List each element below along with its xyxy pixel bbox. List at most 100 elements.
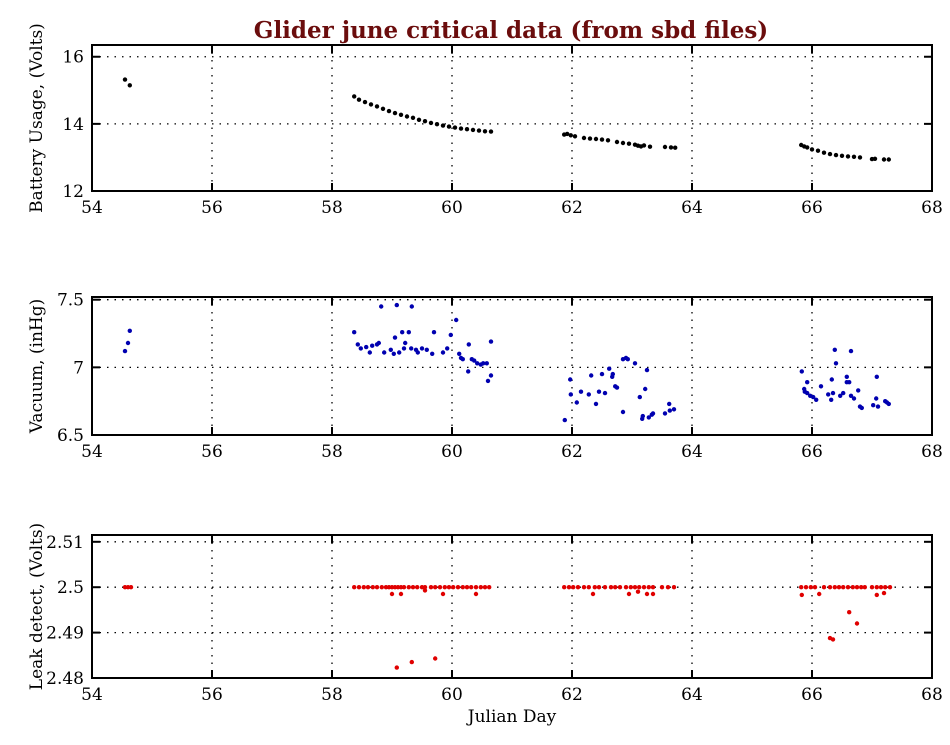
data-point: [637, 394, 642, 400]
y-tick-label: 7.5: [57, 291, 84, 311]
x-tick-label: 68: [921, 198, 943, 218]
data-point: [401, 585, 407, 590]
data-point: [596, 585, 602, 590]
x-tick-label: 58: [321, 198, 343, 218]
data-point: [617, 585, 623, 590]
data-point: [799, 585, 804, 590]
data-point: [368, 102, 374, 107]
x-tick-label: 66: [801, 198, 823, 218]
data-point: [841, 585, 846, 590]
data-point: [446, 585, 452, 590]
data-point: [398, 112, 404, 118]
data-point: [845, 154, 851, 159]
y-tick-label: 7: [73, 358, 84, 378]
data-point: [848, 348, 854, 354]
data-point: [409, 659, 414, 665]
data-point: [440, 591, 446, 597]
data-point: [482, 129, 488, 134]
data-point: [392, 335, 398, 340]
data-point: [862, 585, 867, 590]
data-point: [614, 385, 620, 390]
data-point: [431, 330, 437, 335]
data-point: [815, 148, 821, 153]
data-point: [623, 585, 629, 590]
axes-frame: [91, 534, 933, 679]
data-point: [589, 373, 594, 378]
x-tick-label: 54: [81, 685, 103, 705]
data-point: [875, 404, 881, 409]
x-tick-label: 66: [801, 685, 823, 705]
data-point: [605, 138, 611, 143]
data-point: [829, 397, 834, 402]
y-tick-label: 2.51: [46, 533, 84, 553]
data-point: [817, 591, 822, 597]
data-point: [379, 585, 384, 590]
data-point: [650, 411, 656, 416]
data-point: [586, 585, 591, 590]
data-point: [886, 157, 891, 162]
data-point: [122, 348, 128, 354]
y-tick-label: 16: [62, 48, 84, 68]
data-point: [668, 145, 674, 150]
data-point: [352, 94, 357, 99]
data-point: [841, 390, 846, 396]
data-point: [571, 585, 576, 590]
data-point: [602, 585, 608, 590]
data-point: [881, 590, 887, 596]
x-tick-label: 62: [561, 442, 583, 462]
data-point: [445, 346, 450, 351]
data-point: [415, 585, 420, 590]
data-point: [667, 401, 672, 407]
data-point: [626, 141, 632, 146]
data-point: [599, 137, 605, 142]
data-point: [578, 389, 584, 394]
data-point: [394, 302, 399, 308]
data-point: [886, 401, 891, 407]
data-point: [440, 123, 446, 128]
data-point: [394, 665, 399, 670]
data-point: [382, 350, 387, 355]
data-point: [448, 332, 453, 338]
data-point: [613, 585, 618, 590]
data-point: [832, 585, 837, 590]
data-point: [391, 351, 396, 356]
data-point: [398, 591, 404, 597]
data-point: [392, 110, 398, 116]
data-point: [379, 304, 384, 309]
data-point: [671, 585, 677, 590]
data-point: [409, 346, 414, 351]
x-tick-label: 58: [321, 685, 343, 705]
data-point: [827, 585, 833, 590]
data-point: [370, 343, 375, 348]
data-point: [422, 119, 428, 124]
data-point: [646, 585, 651, 590]
data-point: [403, 340, 408, 346]
data-point: [851, 396, 857, 401]
data-point: [848, 393, 854, 398]
data-point: [593, 401, 599, 407]
data-point: [128, 585, 134, 590]
data-point: [485, 378, 491, 384]
x-tick-label: 54: [81, 442, 103, 462]
data-point: [442, 585, 447, 590]
data-point: [388, 347, 393, 352]
data-point: [596, 389, 602, 394]
data-point: [428, 120, 434, 126]
data-point: [650, 585, 656, 590]
panel-1: 54 56 58 60 62 64 66 68 12 14 16 Battery Usage, (Vo…: [27, 23, 943, 218]
data-point: [829, 377, 834, 382]
data-point: [610, 371, 615, 377]
data-point: [641, 585, 647, 590]
data-point: [473, 585, 479, 590]
data-point: [562, 585, 567, 590]
data-point: [566, 585, 572, 590]
data-point: [878, 585, 884, 590]
data-point: [673, 145, 678, 150]
data-point: [662, 411, 668, 416]
data-point: [808, 585, 813, 590]
data-point: [574, 400, 579, 405]
data-point: [644, 367, 650, 373]
data-point: [389, 591, 395, 597]
data-point: [476, 128, 482, 133]
